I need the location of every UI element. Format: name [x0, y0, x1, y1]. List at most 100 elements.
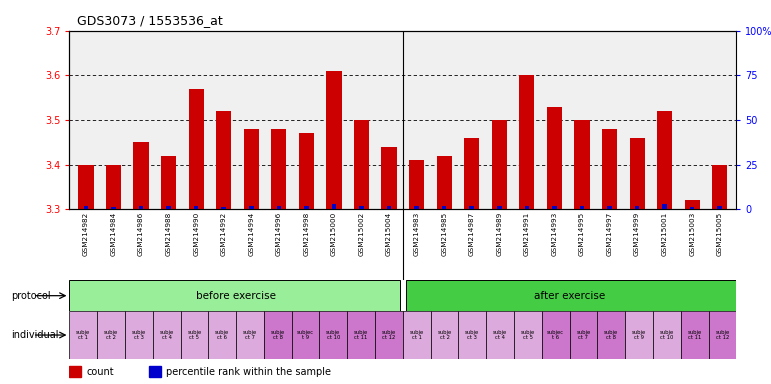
Text: subje
ct 1: subje ct 1 — [76, 330, 90, 340]
Text: subje
ct 2: subje ct 2 — [437, 330, 452, 340]
Bar — [436, 156, 452, 209]
Text: GSM214985: GSM214985 — [441, 212, 447, 257]
Bar — [657, 111, 672, 209]
Bar — [492, 120, 507, 209]
Bar — [299, 133, 314, 209]
Bar — [409, 160, 424, 209]
Text: subjec
t 6: subjec t 6 — [547, 330, 564, 340]
Bar — [635, 206, 639, 209]
Text: subje
ct 1: subje ct 1 — [409, 330, 424, 340]
Text: GSM214996: GSM214996 — [276, 212, 282, 257]
Text: subje
ct 12: subje ct 12 — [382, 330, 396, 340]
Bar — [685, 200, 700, 209]
Text: subje
ct 11: subje ct 11 — [688, 330, 702, 340]
Bar — [216, 111, 231, 209]
Bar — [244, 129, 259, 209]
Text: GSM214987: GSM214987 — [469, 212, 475, 257]
Bar — [608, 206, 612, 209]
Bar — [319, 311, 347, 359]
Bar — [690, 207, 695, 209]
Bar — [106, 165, 121, 209]
Bar — [271, 129, 286, 209]
Bar — [133, 142, 149, 209]
Bar — [387, 206, 392, 209]
Bar — [69, 366, 82, 377]
Bar — [487, 311, 514, 359]
Bar — [598, 311, 625, 359]
Text: subje
ct 7: subje ct 7 — [577, 330, 591, 340]
Bar — [125, 311, 153, 359]
Bar — [459, 311, 487, 359]
Bar — [464, 138, 480, 209]
Bar — [629, 138, 645, 209]
Bar — [625, 311, 653, 359]
Bar — [359, 206, 364, 209]
Text: GSM214998: GSM214998 — [304, 212, 309, 257]
Text: subje
ct 10: subje ct 10 — [660, 330, 674, 340]
Text: GSM214989: GSM214989 — [497, 212, 502, 257]
Bar — [524, 206, 529, 209]
Text: subje
ct 3: subje ct 3 — [465, 330, 480, 340]
Bar — [406, 280, 736, 311]
Bar — [681, 311, 709, 359]
Text: GSM214986: GSM214986 — [138, 212, 144, 257]
Text: subje
ct 7: subje ct 7 — [243, 330, 258, 340]
Bar — [520, 75, 534, 209]
Text: subje
ct 2: subje ct 2 — [104, 330, 118, 340]
Bar — [111, 207, 116, 209]
Bar — [382, 147, 396, 209]
Bar — [249, 206, 254, 209]
Text: subje
ct 12: subje ct 12 — [715, 330, 729, 340]
Text: GSM215005: GSM215005 — [717, 212, 722, 257]
Bar — [574, 120, 590, 209]
Bar — [161, 156, 177, 209]
Text: subje
ct 3: subje ct 3 — [132, 330, 146, 340]
Text: subje
ct 5: subje ct 5 — [187, 330, 201, 340]
Text: subjec
t 9: subjec t 9 — [297, 330, 314, 340]
Text: subje
ct 4: subje ct 4 — [493, 330, 507, 340]
Text: GSM214992: GSM214992 — [221, 212, 227, 257]
Bar — [402, 311, 431, 359]
Bar — [167, 206, 171, 209]
Bar — [414, 206, 419, 209]
Bar — [718, 206, 722, 209]
Text: subje
ct 8: subje ct 8 — [271, 330, 285, 340]
Text: GSM214983: GSM214983 — [413, 212, 419, 257]
Text: GSM215002: GSM215002 — [359, 212, 365, 257]
Text: GSM214990: GSM214990 — [194, 212, 199, 257]
Text: subje
ct 9: subje ct 9 — [632, 330, 646, 340]
Bar — [431, 311, 459, 359]
Text: individual: individual — [12, 330, 59, 340]
Bar — [332, 204, 336, 209]
Bar — [180, 311, 208, 359]
Bar — [442, 206, 446, 209]
Text: GSM214997: GSM214997 — [607, 212, 612, 257]
Bar — [326, 71, 342, 209]
Bar — [153, 311, 180, 359]
Bar — [97, 311, 125, 359]
Text: percentile rank within the sample: percentile rank within the sample — [166, 366, 331, 377]
Text: subje
ct 6: subje ct 6 — [215, 330, 229, 340]
Text: GDS3073 / 1553536_at: GDS3073 / 1553536_at — [77, 14, 223, 27]
Bar — [547, 107, 562, 209]
Text: subje
ct 11: subje ct 11 — [354, 330, 369, 340]
Bar — [653, 311, 681, 359]
Text: protocol: protocol — [12, 291, 51, 301]
Bar — [189, 89, 204, 209]
Bar — [514, 311, 542, 359]
Bar — [602, 129, 617, 209]
Bar — [150, 366, 161, 377]
Text: GSM215004: GSM215004 — [386, 212, 392, 257]
Text: GSM215003: GSM215003 — [689, 212, 695, 257]
Bar — [542, 311, 570, 359]
Text: subje
ct 4: subje ct 4 — [160, 330, 173, 340]
Bar — [580, 206, 584, 209]
Text: GSM214994: GSM214994 — [248, 212, 254, 257]
Bar — [83, 206, 88, 209]
Bar — [264, 311, 291, 359]
Bar — [347, 311, 375, 359]
Text: GSM215000: GSM215000 — [331, 212, 337, 257]
Bar — [208, 311, 236, 359]
Text: count: count — [86, 366, 113, 377]
Text: GSM214999: GSM214999 — [634, 212, 640, 257]
